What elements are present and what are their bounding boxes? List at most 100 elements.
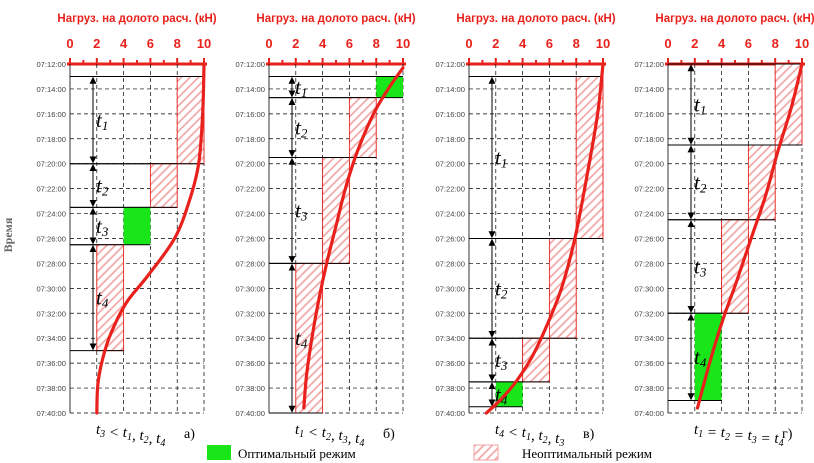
y-tick-label: 07:34:00 [235, 334, 265, 343]
y-tick-label: 07:34:00 [435, 334, 465, 343]
y-tick-label: 07:12:00 [235, 60, 265, 69]
x-tick-label: 0 [465, 36, 472, 51]
duration-label-t2: t2 [295, 116, 308, 141]
load-curve [95, 62, 206, 415]
x-tick-label: 8 [772, 36, 779, 51]
y-tick-label: 07:18:00 [235, 135, 265, 144]
x-tick-label: 10 [396, 36, 410, 51]
x-tick-label: 0 [66, 36, 73, 51]
x-tick-label: 10 [596, 36, 610, 51]
y-tick-label: 07:20:00 [235, 160, 265, 169]
y-tick-label: 07:38:00 [435, 384, 465, 393]
duration-label-t1: t1 [96, 108, 108, 133]
y-tick-label: 07:16:00 [435, 110, 465, 119]
y-tick-label: 07:14:00 [634, 85, 664, 94]
x-tick-label: 6 [147, 36, 154, 51]
non-optimal-step-block [522, 337, 550, 383]
y-tick-label: 07:34:00 [36, 334, 66, 343]
legend-optimal-swatch [207, 445, 231, 460]
duration-label-t4: t4 [96, 286, 109, 311]
y-tick-label: 07:40:00 [36, 409, 66, 418]
y-tick-label: 07:28:00 [634, 259, 664, 268]
x-tick-label: 2 [93, 36, 100, 51]
y-tick-label: 07:32:00 [36, 309, 66, 318]
duration-label-t3: t3 [694, 255, 707, 280]
y-tick-label: 07:16:00 [36, 110, 66, 119]
y-tick-label: 07:36:00 [235, 359, 265, 368]
y-tick-label: 07:36:00 [634, 359, 664, 368]
optimal-step-block [495, 381, 523, 407]
duration-label-t1: t1 [295, 75, 307, 100]
y-tick-label: 07:14:00 [36, 85, 66, 94]
y-tick-label: 07:36:00 [36, 359, 66, 368]
duration-label-t3: t3 [96, 214, 109, 239]
y-tick-label: 07:14:00 [435, 85, 465, 94]
y-tick-label: 07:20:00 [634, 160, 664, 169]
x-tick-label: 2 [691, 36, 698, 51]
panel-d: Нагруз. на долото расч. (кН) 0 2 4 6 8 10 07:12… [634, 13, 814, 449]
x-tick-label: 10 [795, 36, 809, 51]
duration-label-t2: t2 [96, 174, 109, 199]
y-tick-label: 07:12:00 [634, 60, 664, 69]
panel-label: в) [583, 427, 595, 442]
duration-label-t2: t2 [495, 276, 508, 301]
condition-label: t4 < t1, t2, t3 [495, 422, 564, 449]
x-tick-label: 6 [546, 36, 553, 51]
x-tick-label: 4 [319, 36, 327, 51]
y-tick-label: 07:20:00 [435, 160, 465, 169]
y-tick-label: 07:26:00 [235, 235, 265, 244]
non-optimal-step-block [322, 157, 350, 264]
y-tick-label: 07:26:00 [36, 235, 66, 244]
duration-label-t4: t4 [495, 382, 508, 407]
x-tick-label: 2 [492, 36, 499, 51]
duration-label-t2: t2 [694, 170, 707, 195]
x-axis-title: Нагруз. на долото расч. (кН) [256, 13, 415, 25]
y-tick-label: 07:16:00 [235, 110, 265, 119]
y-tick-label: 07:18:00 [36, 135, 66, 144]
duration-label-t1: t1 [694, 93, 706, 118]
y-tick-label: 07:18:00 [634, 135, 664, 144]
y-tick-label: 07:30:00 [435, 284, 465, 293]
optimal-step-block [123, 207, 151, 245]
non-optimal-step-block [721, 219, 749, 314]
y-tick-label: 07:24:00 [435, 210, 465, 219]
panel-label: г) [782, 427, 793, 442]
duration-label-t4: t4 [295, 326, 308, 351]
x-tick-label: 6 [745, 36, 752, 51]
x-tick-label: 4 [120, 36, 128, 51]
x-tick-label: 0 [664, 36, 671, 51]
y-tick-label: 07:20:00 [36, 160, 66, 169]
duration-label-t3: t3 [295, 198, 308, 223]
panel-a: Нагруз. на долото расч. (кН) 0 2 4 6 8 10 07:12… [36, 13, 216, 449]
condition-label: t3 < t1, t2, t4 [96, 422, 165, 449]
x-tick-label: 8 [573, 36, 580, 51]
y-tick-label: 07:24:00 [235, 210, 265, 219]
y-tick-label: 07:22:00 [435, 185, 465, 194]
x-axis-title: Нагруз. на долото расч. (кН) [456, 13, 615, 25]
x-tick-label: 4 [519, 36, 527, 51]
y-tick-label: 07:12:00 [36, 60, 66, 69]
x-tick-label: 8 [373, 36, 380, 51]
y-tick-label: 07:12:00 [435, 60, 465, 69]
load-curve [484, 62, 605, 415]
duration-label-t3: t3 [495, 348, 508, 373]
y-tick-label: 07:38:00 [36, 384, 66, 393]
y-tick-label: 07:30:00 [235, 284, 265, 293]
y-tick-label: 07:28:00 [36, 259, 66, 268]
y-tick-label: 07:26:00 [634, 235, 664, 244]
y-tick-label: 07:24:00 [634, 210, 664, 219]
y-axis-title: Время [1, 217, 15, 252]
condition-label: t1 = t2 = t3 = t4 [694, 422, 784, 449]
y-tick-label: 07:26:00 [435, 235, 465, 244]
x-tick-label: 0 [265, 36, 272, 51]
optimal-step-block [694, 313, 722, 401]
legend-non-optimal-label: Неоптимальный режим [522, 446, 652, 461]
non-optimal-step-block [348, 97, 377, 158]
x-tick-label: 8 [174, 36, 181, 51]
y-tick-label: 07:40:00 [435, 409, 465, 418]
panels-group: Нагруз. на долото расч. (кН) 0 2 4 6 8 10 07:12… [36, 13, 814, 449]
y-tick-label: 07:38:00 [235, 384, 265, 393]
load-curve [695, 62, 804, 410]
y-tick-label: 07:36:00 [435, 359, 465, 368]
